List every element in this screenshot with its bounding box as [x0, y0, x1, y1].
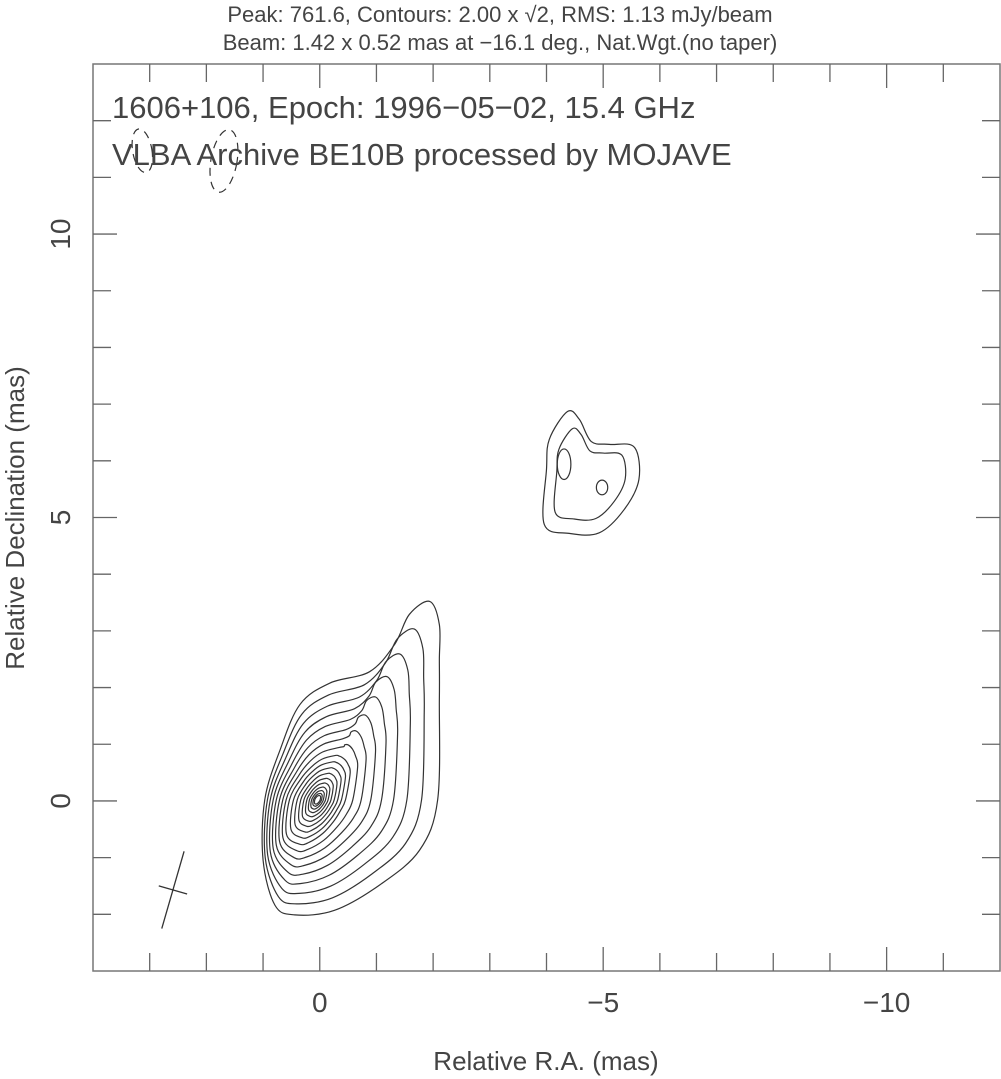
core-contour — [289, 761, 347, 839]
core-contour — [301, 777, 334, 823]
plot-frame — [92, 63, 1001, 972]
core-contour — [304, 782, 331, 818]
y-axis-label: Relative Declination (mas) — [0, 366, 30, 669]
y-tick-label: 0 — [45, 793, 76, 809]
x-axis-label: Relative R.A. (mas) — [433, 1046, 658, 1076]
core-contour — [266, 653, 412, 895]
jet-subpeak-contour — [595, 479, 609, 496]
core-contour — [294, 767, 342, 833]
y-tick-label: 10 — [45, 218, 76, 249]
core-contour — [263, 628, 425, 905]
header-line-1: Peak: 761.6, Contours: 2.00 x √2, RMS: 1… — [227, 2, 772, 27]
contours — [131, 128, 641, 929]
core-contour — [307, 786, 328, 814]
axis-ticks — [93, 64, 1000, 971]
x-tick-label: −5 — [587, 987, 619, 1018]
jet-contour — [542, 410, 641, 536]
plot-title-2: VLBA Archive BE10B processed by MOJAVE — [112, 137, 732, 172]
core-contour — [281, 743, 359, 853]
x-tick-label: 0 — [312, 987, 328, 1018]
tick-labels: 0 −5 −10 0 5 10 — [45, 218, 910, 1018]
core-contour — [278, 730, 367, 860]
core-contour — [261, 600, 441, 916]
core-contour — [268, 675, 399, 885]
core-contour — [310, 789, 325, 810]
jet-contour — [553, 427, 627, 521]
x-tick-label: −10 — [863, 987, 911, 1018]
core-contour — [271, 696, 387, 876]
beam-minor-axis — [158, 885, 188, 895]
core-contour — [312, 792, 323, 807]
jet-subpeak-contour — [556, 448, 572, 481]
negative-contour — [209, 129, 239, 193]
header-line-2: Beam: 1.42 x 0.52 mas at −16.1 deg., Nat… — [223, 30, 778, 55]
negative-contour — [131, 128, 154, 174]
core-contour — [313, 794, 322, 805]
core-contour — [274, 714, 377, 868]
y-tick-label: 5 — [45, 510, 76, 526]
core-contour — [297, 772, 338, 828]
plot-title-1: 1606+106, Epoch: 1996−05−02, 15.4 GHz — [112, 90, 695, 125]
core-contour — [285, 754, 351, 846]
